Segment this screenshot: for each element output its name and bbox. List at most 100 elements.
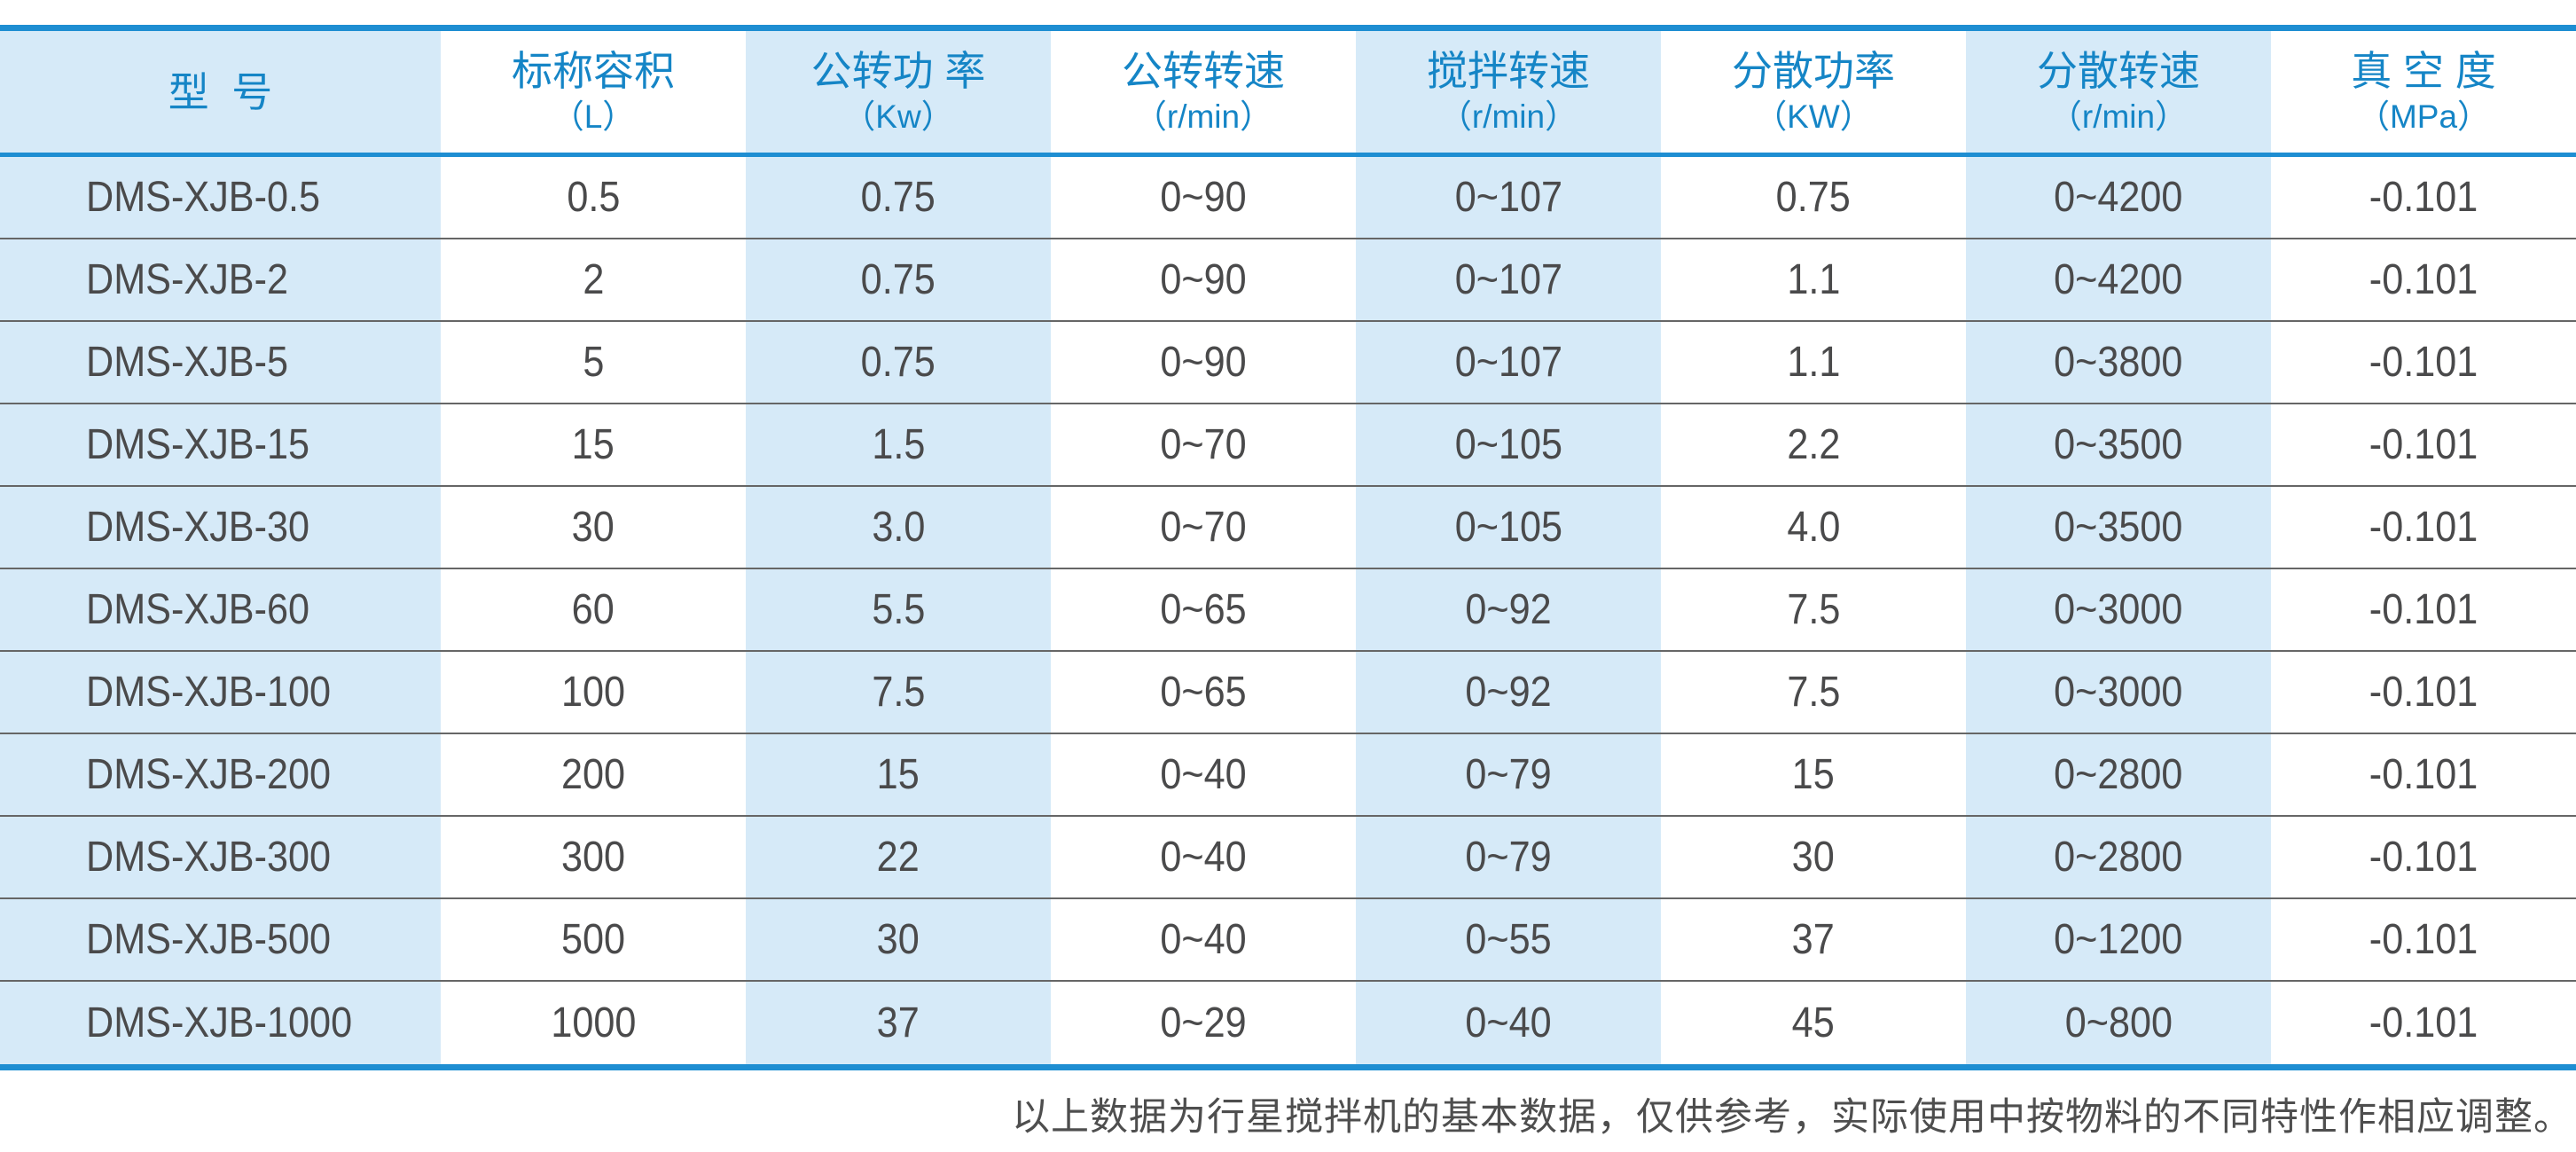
table-cell: 2 <box>441 239 746 320</box>
cell-value: 200 <box>560 751 626 798</box>
table-bottom-border <box>0 1064 2576 1070</box>
cell-value: 0~92 <box>1465 586 1552 633</box>
table-cell: 4.0 <box>1661 487 1966 568</box>
table-cell: 37 <box>1661 899 1966 980</box>
cell-value: 0~107 <box>1454 339 1562 386</box>
table-cell: 0~40 <box>1051 817 1356 897</box>
table-cell: 0.5 <box>441 157 746 238</box>
table-cell: 30 <box>746 899 1051 980</box>
cell-value: 0~4200 <box>2054 174 2183 221</box>
table-cell: -0.101 <box>2271 899 2576 980</box>
cell-value: -0.101 <box>2369 751 2478 798</box>
cell-value: 15 <box>1791 751 1836 798</box>
table-cell: -0.101 <box>2271 487 2576 568</box>
table-cell: -0.101 <box>2271 404 2576 485</box>
table-cell: 30 <box>1661 817 1966 897</box>
table-cell: 0~800 <box>1966 982 2271 1064</box>
table-top-border <box>0 25 2576 31</box>
table-cell: 0~3800 <box>1966 322 2271 403</box>
cell-value: DMS-XJB-2 <box>86 256 289 303</box>
table-cell: 0~3500 <box>1966 404 2271 485</box>
header-title: 公转转速 <box>1122 48 1285 94</box>
cell-value: 0~800 <box>2064 999 2173 1046</box>
table-cell: 0~3000 <box>1966 652 2271 733</box>
table-cell: 1.1 <box>1661 239 1966 320</box>
cell-value: 0.75 <box>1775 174 1852 221</box>
cell-value: DMS-XJB-0.5 <box>86 174 321 221</box>
table-cell: 0~92 <box>1356 652 1661 733</box>
model-cell: DMS-XJB-1000 <box>0 982 441 1064</box>
cell-value: 0.75 <box>860 256 936 303</box>
cell-value: 0~105 <box>1454 504 1562 551</box>
cell-value: -0.101 <box>2369 916 2478 963</box>
cell-value: 0~90 <box>1160 174 1247 221</box>
cell-value: DMS-XJB-30 <box>86 504 310 551</box>
cell-value: 0.5 <box>566 174 621 221</box>
table-cell: -0.101 <box>2271 652 2576 733</box>
table-cell: 0~92 <box>1356 569 1661 650</box>
cell-value: 300 <box>560 834 626 881</box>
header-unit: （MPa） <box>2356 98 2491 135</box>
cell-value: 37 <box>876 999 920 1046</box>
cell-value: 0~2800 <box>2054 834 2183 881</box>
model-cell: DMS-XJB-15 <box>0 404 441 485</box>
cell-value: 45 <box>1791 999 1836 1046</box>
cell-value: 2 <box>582 256 605 303</box>
table-cell: -0.101 <box>2271 157 2576 238</box>
table-cell: 0~107 <box>1356 322 1661 403</box>
cell-value: 0~105 <box>1454 421 1562 468</box>
table-cell: 0~40 <box>1356 982 1661 1064</box>
cell-value: 15 <box>571 421 615 468</box>
table-cell: 0~79 <box>1356 734 1661 815</box>
model-cell: DMS-XJB-60 <box>0 569 441 650</box>
header-unit: （KW） <box>1754 98 1873 135</box>
table-cell: 0~3500 <box>1966 487 2271 568</box>
cell-value: 60 <box>571 586 615 633</box>
table-cell: 0~70 <box>1051 404 1356 485</box>
model-cell: DMS-XJB-300 <box>0 817 441 897</box>
table-cell: 15 <box>1661 734 1966 815</box>
cell-value: DMS-XJB-1000 <box>86 999 353 1046</box>
cell-value: 30 <box>1791 834 1836 881</box>
cell-value: 0~70 <box>1160 504 1247 551</box>
table-cell: 0~4200 <box>1966 157 2271 238</box>
table-cell: -0.101 <box>2271 322 2576 403</box>
model-cell: DMS-XJB-30 <box>0 487 441 568</box>
cell-value: 22 <box>876 834 920 881</box>
header-title: 分散转速 <box>2037 48 2200 94</box>
model-cell: DMS-XJB-200 <box>0 734 441 815</box>
table-body: DMS-XJB-0.5 0.5 0.75 0~90 0~107 0.75 0~4200 -0.… <box>0 157 2576 1064</box>
table-cell: 0~107 <box>1356 239 1661 320</box>
table-row: DMS-XJB-1000 1000 37 0~29 0~40 45 0~800 -0.101 <box>0 982 2576 1064</box>
table-cell: 2.2 <box>1661 404 1966 485</box>
cell-value: 15 <box>876 751 920 798</box>
table-cell: 0~105 <box>1356 487 1661 568</box>
cell-value: -0.101 <box>2369 174 2478 221</box>
cell-value: 0~79 <box>1465 834 1552 881</box>
table-cell: 0.75 <box>746 157 1051 238</box>
cell-value: 3.0 <box>871 504 926 551</box>
table-cell: 3.0 <box>746 487 1051 568</box>
header-unit: （r/min） <box>1438 98 1578 135</box>
cell-value: DMS-XJB-300 <box>86 834 332 881</box>
cell-value: 1.5 <box>871 421 926 468</box>
cell-value: 0~65 <box>1160 586 1247 633</box>
cell-value: 7.5 <box>1786 586 1841 633</box>
table-cell: 0~4200 <box>1966 239 2271 320</box>
table-cell: 0~2800 <box>1966 734 2271 815</box>
cell-value: 1000 <box>550 999 637 1046</box>
cell-value: 7.5 <box>1786 669 1841 716</box>
table-header-row: 型 号 标称容积 （L） 公转功 率 （Kw） 公转转速 （r/min） 搅拌转速 （r/min… <box>0 31 2576 153</box>
header-cell-3: 公转转速 （r/min） <box>1051 31 1356 153</box>
header-cell-0: 型 号 <box>0 31 441 153</box>
cell-value: -0.101 <box>2369 669 2478 716</box>
cell-value: 7.5 <box>871 669 926 716</box>
table-row: DMS-XJB-5 5 0.75 0~90 0~107 1.1 0~3800 -0.101 <box>0 322 2576 404</box>
table-cell: 0~70 <box>1051 487 1356 568</box>
cell-value: 0~3500 <box>2054 421 2183 468</box>
cell-value: 0~40 <box>1160 834 1247 881</box>
table-cell: 5.5 <box>746 569 1051 650</box>
table-cell: 0~3000 <box>1966 569 2271 650</box>
cell-value: 500 <box>560 916 626 963</box>
